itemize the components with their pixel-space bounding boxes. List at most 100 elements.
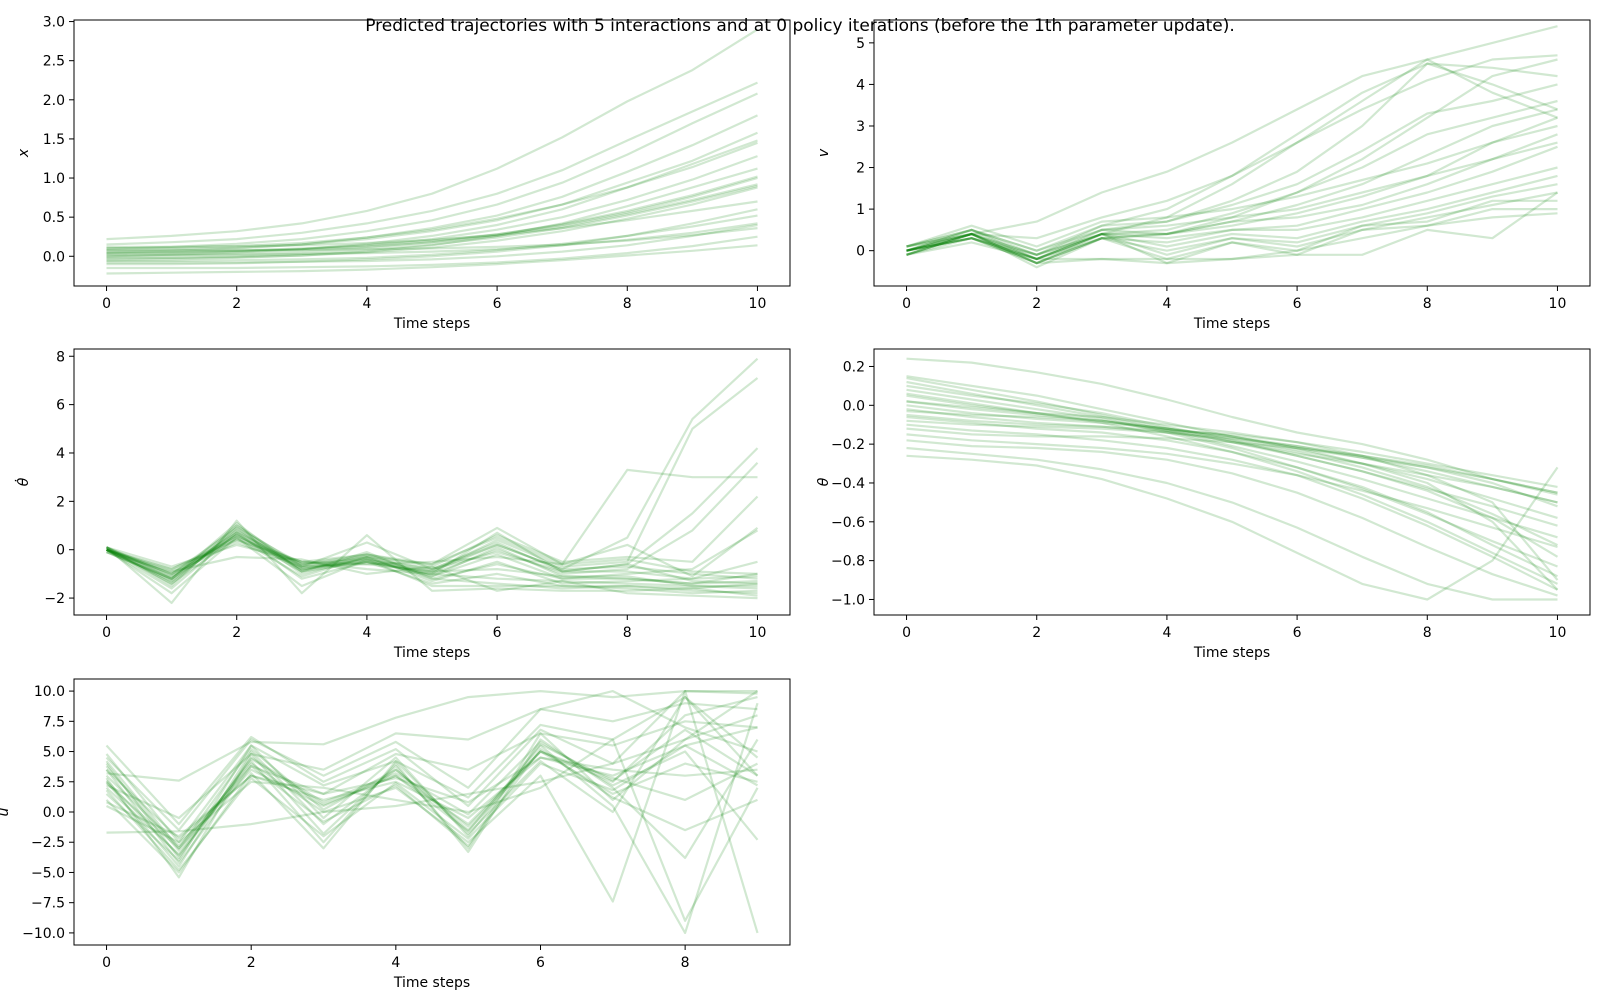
series-line-20	[906, 410, 1559, 591]
series-line-6	[106, 139, 758, 258]
series-line-19	[105, 747, 758, 850]
x-tick-label: 6	[493, 296, 502, 312]
series-line-18	[906, 208, 1558, 265]
y-tick-label: −2.5	[31, 835, 65, 851]
x-tick-label: 6	[536, 955, 545, 971]
x-tick-label: 2	[247, 955, 256, 971]
series-line-5	[106, 461, 759, 578]
y-tick-label: −5.0	[31, 865, 65, 881]
y-tick-label: 0.2	[843, 359, 865, 375]
series-line-17	[106, 534, 758, 580]
series-line-21	[906, 392, 1558, 585]
series-line-19	[906, 400, 1559, 581]
x-axis-label: Time steps	[393, 975, 470, 991]
series-line-4	[105, 447, 759, 588]
x-tick-label: 8	[623, 625, 632, 641]
series-line-3	[106, 92, 758, 250]
series-line-18	[906, 454, 1559, 601]
y-tick-label: 0.0	[843, 398, 865, 414]
series-line-1	[106, 357, 759, 576]
series-line-16	[106, 235, 758, 270]
y-tick-label: 3.0	[43, 15, 65, 31]
x-tick-label: 0	[102, 296, 111, 312]
series-line-3	[106, 468, 758, 571]
series-line-10	[105, 531, 758, 590]
x-tick-label: 4	[362, 625, 371, 641]
series-line-7	[906, 394, 1559, 558]
series-line-3	[906, 58, 1558, 261]
series-line-22	[906, 141, 1558, 256]
x-axis-label: Time steps	[1193, 316, 1270, 332]
series-line-7	[106, 529, 759, 580]
series-line-11	[105, 750, 758, 868]
subplot-5: 0 2 4 6 8 10.0 7.5 5.0 2.5 0.0 −2.5 −5.0 −7.5 −10.0 Ti…	[0, 678, 791, 991]
series-line-11	[906, 413, 1558, 488]
y-tick-label: −0.6	[831, 515, 865, 531]
series-line-9	[906, 404, 1558, 504]
x-tick-label: 0	[102, 625, 111, 641]
series-line-8	[906, 99, 1558, 256]
series-line-20	[106, 141, 758, 250]
x-tick-label: 6	[1293, 296, 1302, 312]
y-axis-label: u	[0, 807, 12, 816]
series-line-9	[106, 541, 758, 585]
series-line-4	[906, 380, 1558, 539]
series-line-12	[106, 208, 758, 266]
y-tick-label: 8	[56, 349, 65, 365]
series-line-18	[105, 747, 758, 864]
series-line-10	[906, 408, 1558, 547]
y-tick-label: 6	[56, 398, 65, 414]
y-tick-label: 2.0	[43, 93, 65, 109]
y-tick-label: −0.4	[831, 476, 865, 492]
series-line-14	[906, 174, 1558, 256]
x-tick-label: 8	[681, 955, 690, 971]
series-line-1	[906, 357, 1558, 494]
series-line-8	[105, 689, 758, 832]
series-line-1	[906, 25, 1558, 252]
axes-frame	[73, 348, 791, 616]
series-line-10	[906, 116, 1558, 261]
series-line-8	[105, 526, 758, 585]
y-tick-label: 0.0	[43, 805, 65, 821]
series-line-19	[906, 212, 1558, 261]
y-axis-label: v	[816, 148, 832, 157]
y-axis-label: θ̇	[14, 477, 32, 486]
series-line-11	[106, 543, 758, 590]
subplot-3: 0 2 4 6 8 10 −2 0 2 4 6 8 Time steps θ̇	[14, 348, 791, 661]
series-line-12	[105, 756, 758, 848]
series-line-5	[106, 131, 758, 252]
series-line-15	[906, 183, 1558, 265]
axes-frame	[873, 348, 1591, 616]
series-line-14	[105, 695, 759, 874]
series-line-9	[106, 714, 758, 834]
series-line-22	[106, 531, 758, 580]
series-line-18	[106, 176, 758, 255]
series-line-3	[105, 690, 759, 879]
y-tick-label: 1.5	[43, 132, 65, 148]
y-tick-label: −1.0	[831, 592, 865, 608]
series-line-14	[106, 223, 758, 264]
y-tick-label: −7.5	[31, 896, 65, 912]
y-tick-label: 10.0	[34, 684, 65, 700]
series-line-5	[105, 702, 759, 935]
y-axis-label: θ	[816, 477, 832, 486]
y-tick-label: 3	[856, 119, 865, 135]
series-line-12	[106, 524, 758, 595]
series-line-11	[906, 133, 1558, 252]
series-line-14	[906, 427, 1558, 508]
x-tick-label: 8	[1423, 296, 1432, 312]
series-line-14	[105, 519, 758, 605]
x-tick-label: 10	[1549, 625, 1567, 641]
series-line-8	[106, 167, 758, 262]
series-line-6	[906, 58, 1558, 265]
x-tick-label: 2	[232, 296, 241, 312]
series-line-1	[105, 689, 758, 826]
series-line-19	[106, 521, 758, 588]
y-tick-label: 1	[856, 202, 865, 218]
series-line-22	[906, 415, 1558, 578]
series-line-20	[906, 191, 1559, 265]
series-line-16	[106, 526, 758, 583]
series-line-7	[106, 155, 758, 255]
x-tick-label: 6	[493, 625, 502, 641]
series-line-2	[906, 62, 1558, 256]
